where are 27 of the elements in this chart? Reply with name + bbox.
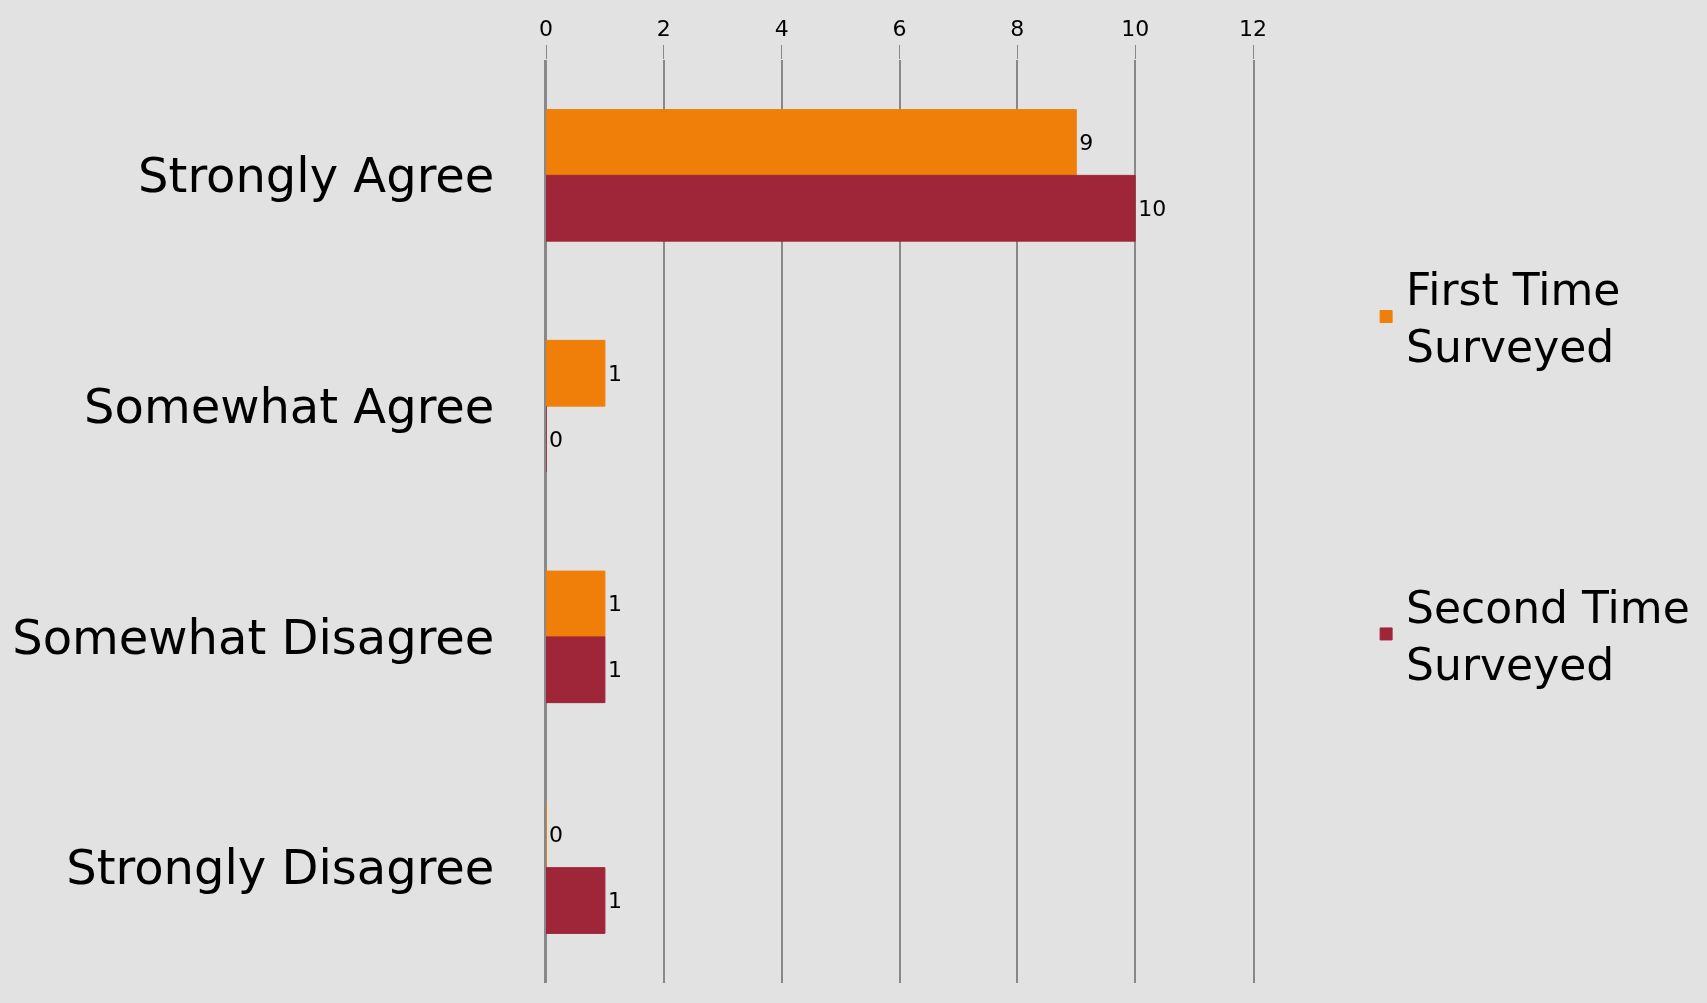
bar <box>546 109 1077 176</box>
data-label: 1 <box>607 360 622 386</box>
bar <box>546 339 606 407</box>
y-tick-label: Strongly Agree <box>138 147 495 204</box>
x-tick-label: 6 <box>892 16 907 42</box>
x-tick-label: 10 <box>1121 16 1150 42</box>
data-label: 0 <box>549 426 563 452</box>
x-tick-label: 4 <box>774 16 789 42</box>
data-label: 1 <box>607 657 622 683</box>
bar <box>546 570 606 638</box>
legend-label: Second Time Surveyed <box>1406 581 1690 690</box>
data-label: 1 <box>607 591 622 617</box>
data-label: 0 <box>549 822 563 848</box>
bar <box>546 636 606 704</box>
x-tick-label: 12 <box>1239 16 1267 42</box>
y-tick-label: Somewhat Disagree <box>12 608 495 665</box>
y-tick-label: Strongly Disagree <box>66 839 495 896</box>
legend-label: First Time Surveyed <box>1406 264 1621 373</box>
bar <box>546 867 606 934</box>
x-tick-label: 0 <box>539 16 553 42</box>
bar <box>546 174 1136 242</box>
data-label: 10 <box>1138 195 1167 221</box>
x-tick-label: 2 <box>656 16 671 42</box>
data-label: 1 <box>607 888 622 914</box>
x-tick-label: 8 <box>1010 16 1025 42</box>
y-tick-label: Somewhat Agree <box>84 377 495 434</box>
data-label: 9 <box>1079 129 1094 155</box>
